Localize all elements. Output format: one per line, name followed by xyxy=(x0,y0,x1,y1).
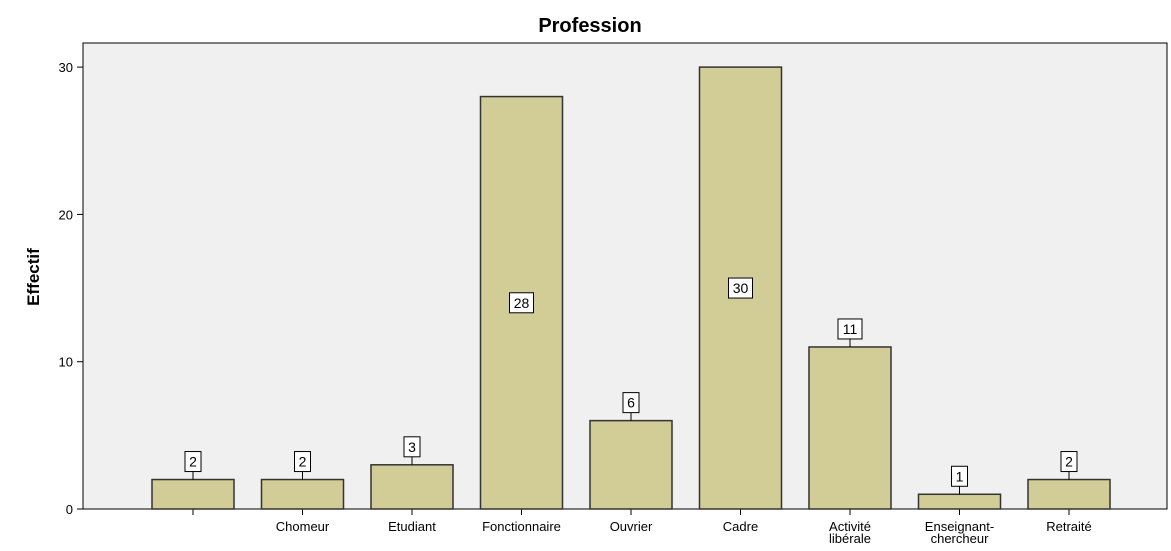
data-label-value: 30 xyxy=(733,280,749,296)
x-axis: Chomeur Etudiant Fonctionnaire Ouvrier Cadre… xyxy=(192,509,1092,546)
x-category-label-line: Fonctionnaire xyxy=(482,519,561,534)
data-label-box xyxy=(951,465,968,487)
data-label-box xyxy=(622,392,640,414)
x-category-label: Cadre xyxy=(723,519,758,534)
bar xyxy=(260,478,345,510)
data-label: 1 xyxy=(951,465,968,495)
y-axis-label: Effectif xyxy=(24,248,43,306)
data-label-box xyxy=(184,451,202,473)
data-label-value: 11 xyxy=(843,321,858,337)
data-label-box xyxy=(403,436,421,458)
x-category-label-line: chercheur xyxy=(931,531,989,546)
chart-title: Profession xyxy=(538,15,641,37)
x-category-label-line: Cadre xyxy=(723,519,758,534)
data-label-value: 3 xyxy=(408,439,416,455)
bar xyxy=(1027,478,1111,510)
bar xyxy=(370,464,454,510)
bar xyxy=(151,478,235,510)
x-category-label: Chomeur xyxy=(276,519,330,534)
x-category-label: Ouvrier xyxy=(610,519,653,534)
y-tick-label: 30 xyxy=(59,60,73,75)
data-label-box xyxy=(509,292,534,314)
data-label-value: 2 xyxy=(299,454,307,470)
x-category-label-line: libérale xyxy=(829,531,871,546)
y-tick-label: 0 xyxy=(66,502,73,517)
bar xyxy=(589,419,673,510)
data-label: 3 xyxy=(403,436,421,465)
data-label: 6 xyxy=(622,392,640,421)
data-label-box xyxy=(837,318,863,340)
x-category-label-line: Etudiant xyxy=(388,519,436,534)
x-category-label-line: Enseignant- xyxy=(925,519,994,534)
x-category-label-line: Ouvrier xyxy=(610,519,653,534)
x-category-label: Enseignant-chercheur xyxy=(925,519,994,546)
bars xyxy=(151,66,1111,510)
data-label: 11 xyxy=(837,318,863,347)
data-label: 28 xyxy=(509,292,534,314)
data-label-box xyxy=(294,451,311,473)
x-category-label: Activité libérale xyxy=(829,519,871,546)
x-category-label: Retraité xyxy=(1046,519,1092,534)
data-label-box xyxy=(728,277,753,299)
data-label-value: 6 xyxy=(627,395,635,411)
data-label: 30 xyxy=(728,277,753,299)
data-label-value: 2 xyxy=(1065,454,1073,470)
y-tick-label: 20 xyxy=(59,207,73,222)
data-label-value: 2 xyxy=(189,454,197,470)
data-label-box xyxy=(1060,451,1078,473)
data-label-value: 28 xyxy=(514,295,530,311)
data-label: 2 xyxy=(294,451,311,480)
x-category-label-line: Retraité xyxy=(1046,519,1092,534)
data-label: 2 xyxy=(1060,451,1078,480)
bar xyxy=(917,493,1002,510)
bar xyxy=(808,346,892,510)
data-label-value: 1 xyxy=(956,468,964,484)
x-category-label-line: Activité xyxy=(829,519,871,534)
y-tick-label: 10 xyxy=(59,355,73,370)
x-category-label: Etudiant xyxy=(388,519,436,534)
y-axis: 0 10 20 30 xyxy=(59,60,83,517)
x-category-label: Fonctionnaire xyxy=(482,519,561,534)
data-label: 2 xyxy=(184,451,202,480)
x-category-label-line: Chomeur xyxy=(276,519,330,534)
